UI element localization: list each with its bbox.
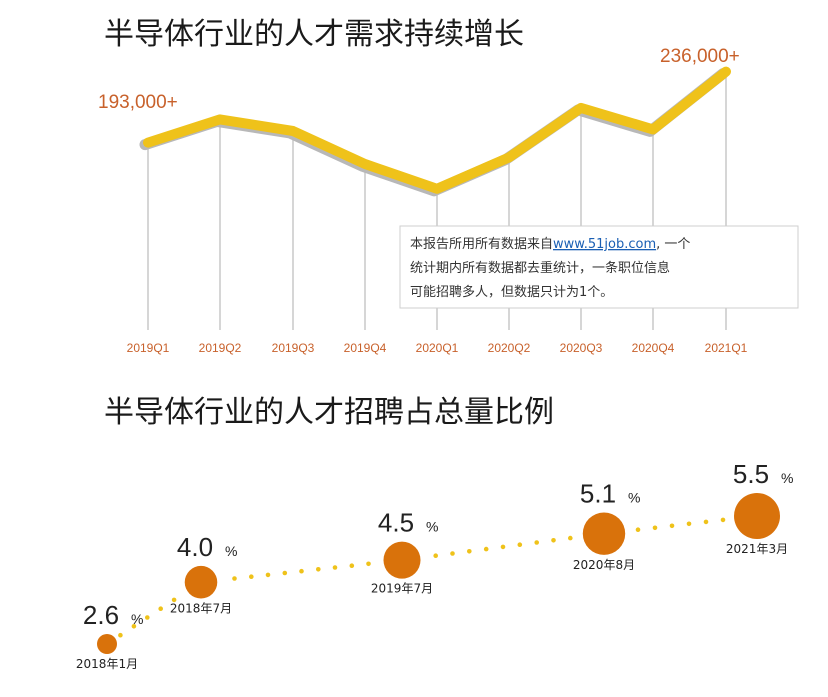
trend-dot-5 — [232, 576, 237, 581]
trend-dot-13 — [366, 561, 371, 567]
share-date-label: 2018年1月 — [76, 657, 138, 671]
x-tick-2019Q2: 2019Q2 — [199, 341, 242, 355]
x-tick-2019Q3: 2019Q3 — [272, 341, 315, 355]
chart1-start-label: 193,000+ — [98, 92, 178, 113]
trend-dot-7 — [265, 572, 271, 578]
x-tick-2021Q1: 2021Q1 — [705, 341, 748, 355]
share-bubble — [184, 565, 218, 599]
share-bubble — [383, 541, 421, 579]
note-source-link[interactable]: www.51job.com — [553, 237, 656, 252]
share-bubble — [582, 512, 626, 555]
note-text-before-link: 本报告所用所有数据来自 — [410, 237, 553, 252]
share-point-2020年8月: 5.1 % 2020年8月 — [573, 478, 641, 571]
chart1-line-group — [139, 66, 731, 197]
share-date-label: 2019年7月 — [371, 582, 433, 596]
trend-dot-23 — [635, 527, 641, 532]
share-date-label: 2020年8月 — [573, 558, 635, 572]
chart2-title: 半导体行业的人才招聘占总量比例 — [104, 395, 554, 430]
data-source-note: 本报告所用所有数据来自www.51job.com, 一个 统计期内所有数据都去重… — [399, 225, 799, 309]
trend-dot-0 — [118, 632, 123, 638]
share-unit-label: % — [225, 543, 237, 559]
share-date-label: 2018年7月 — [170, 601, 232, 615]
share-point-2018年1月: 2.6 % 2018年1月 — [76, 600, 144, 671]
demand-line — [143, 66, 731, 194]
trend-dot-3 — [158, 606, 163, 611]
x-tick-2019Q1: 2019Q1 — [127, 341, 170, 355]
trend-dot-15 — [450, 551, 455, 556]
share-value-label: 4.0 — [177, 532, 213, 562]
share-bubble — [97, 634, 117, 654]
trend-dot-1 — [131, 624, 137, 629]
chart2-dotted-trend — [118, 517, 726, 638]
chart1-end-label: 236,000+ — [660, 46, 740, 67]
share-value-label: 5.5 — [733, 459, 769, 489]
trend-dot-18 — [500, 544, 506, 550]
trend-dot-19 — [517, 542, 523, 547]
chart1-title: 半导体行业的人才需求持续增长 — [104, 17, 524, 52]
note-line-3: 可能招聘多人，但数据只计为1个。 — [410, 284, 613, 300]
share-value-label: 2.6 — [83, 600, 119, 630]
chart1-x-tick-labels: 2019Q1 2019Q2 2019Q3 2019Q4 2020Q1 2020Q2 2020… — [127, 341, 748, 355]
share-bubble — [734, 493, 780, 539]
trend-dot-11 — [332, 565, 338, 570]
x-tick-2019Q4: 2019Q4 — [344, 341, 387, 355]
trend-dot-16 — [467, 549, 472, 554]
trend-dot-12 — [349, 563, 355, 568]
note-line-2: 统计期内所有数据都去重统计，一条职位信息 — [410, 260, 670, 276]
trend-dot-28 — [720, 517, 726, 523]
x-tick-2020Q2: 2020Q2 — [488, 341, 531, 355]
trend-dot-6 — [249, 574, 254, 579]
trend-dot-14 — [433, 553, 439, 558]
demand-line-shadow — [139, 68, 729, 197]
trend-dot-2 — [145, 615, 150, 620]
note-box — [399, 225, 799, 309]
share-point-2019年7月: 4.5 % 2019年7月 — [371, 508, 439, 596]
share-unit-label: % — [781, 470, 793, 486]
trend-dot-17 — [483, 546, 489, 552]
trend-dot-10 — [316, 567, 321, 572]
share-unit-label: % — [628, 489, 640, 505]
chart2-points: 2.6 % 2018年1月 4.0 % 2018年7月 4.5 % 2019年7月 5.1 % 202… — [76, 459, 794, 671]
share-point-2018年7月: 4.0 % 2018年7月 — [170, 532, 238, 616]
share-value-label: 5.1 — [580, 478, 616, 508]
trend-dot-24 — [652, 525, 658, 531]
trend-dot-20 — [534, 540, 539, 545]
trend-dot-4 — [171, 597, 177, 603]
share-value-label: 4.5 — [378, 508, 414, 538]
x-tick-2020Q1: 2020Q1 — [416, 341, 459, 355]
trend-dot-22 — [568, 535, 573, 541]
share-point-2021年3月: 5.5 % 2021年3月 — [726, 459, 794, 556]
trend-dot-26 — [686, 521, 692, 527]
trend-dot-8 — [282, 570, 288, 576]
trend-dot-21 — [551, 538, 556, 543]
x-tick-2020Q4: 2020Q4 — [632, 341, 675, 355]
note-line-1: 本报告所用所有数据来自www.51job.com, 一个 — [410, 237, 690, 252]
trend-dot-9 — [299, 568, 304, 574]
trend-dot-27 — [703, 519, 709, 525]
trend-dot-25 — [669, 523, 675, 529]
share-date-label: 2021年3月 — [726, 542, 788, 556]
share-unit-label: % — [426, 519, 438, 535]
note-text-after-link: , 一个 — [656, 237, 690, 252]
x-tick-2020Q3: 2020Q3 — [560, 341, 603, 355]
share-unit-label: % — [131, 611, 143, 627]
